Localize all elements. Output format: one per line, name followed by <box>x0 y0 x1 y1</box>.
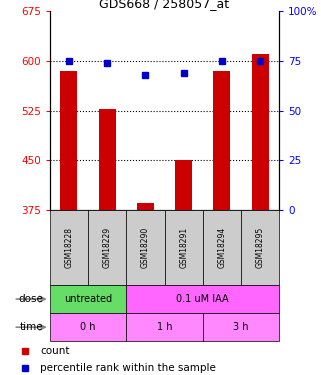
Text: 0.1 uM IAA: 0.1 uM IAA <box>177 294 229 304</box>
Text: time: time <box>20 322 43 332</box>
Text: GSM18294: GSM18294 <box>217 227 226 268</box>
Text: 3 h: 3 h <box>233 322 249 332</box>
Bar <box>126 285 279 313</box>
Text: 0 h: 0 h <box>80 322 96 332</box>
Bar <box>99 109 116 210</box>
Bar <box>213 71 230 210</box>
Bar <box>50 313 126 341</box>
Bar <box>126 313 203 341</box>
Text: 1 h: 1 h <box>157 322 172 332</box>
Bar <box>164 210 203 285</box>
Bar <box>126 210 164 285</box>
Text: count: count <box>40 346 70 356</box>
Bar <box>137 203 154 210</box>
Title: GDS668 / 258057_at: GDS668 / 258057_at <box>100 0 230 10</box>
Text: GSM18229: GSM18229 <box>103 227 112 268</box>
Bar <box>203 210 241 285</box>
Bar <box>252 54 269 210</box>
Bar <box>60 71 77 210</box>
Text: GSM18295: GSM18295 <box>256 227 265 268</box>
Text: dose: dose <box>19 294 43 304</box>
Text: untreated: untreated <box>64 294 112 304</box>
Bar <box>203 313 279 341</box>
Text: GSM18290: GSM18290 <box>141 227 150 268</box>
Text: GSM18291: GSM18291 <box>179 227 188 268</box>
Bar <box>241 210 279 285</box>
Bar <box>50 210 88 285</box>
Bar <box>175 160 192 210</box>
Bar <box>88 210 126 285</box>
Text: percentile rank within the sample: percentile rank within the sample <box>40 363 216 373</box>
Bar <box>50 285 126 313</box>
Text: GSM18228: GSM18228 <box>65 227 74 268</box>
